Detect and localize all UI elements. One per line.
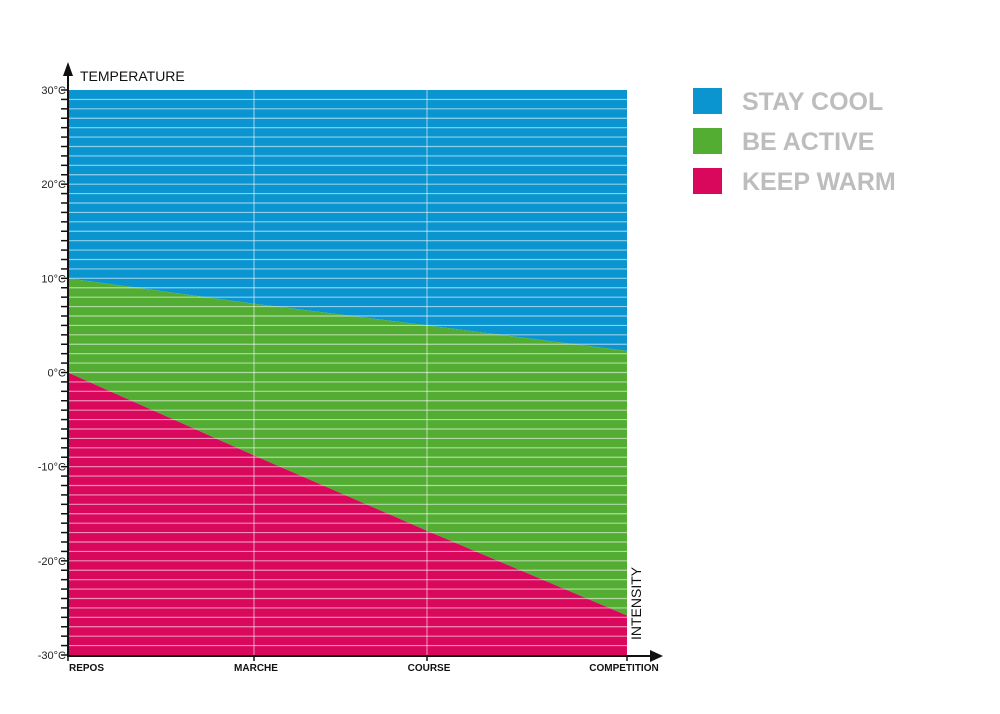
y-tick-label: -20°C: [38, 556, 66, 568]
y-tick-label: -30°C: [38, 650, 66, 662]
legend-swatch: [693, 88, 722, 114]
y-axis-arrow: [63, 62, 73, 76]
legend-label: KEEP WARM: [742, 168, 896, 196]
x-axis-title: INTENSITY: [628, 566, 644, 640]
y-tick-label: -10°C: [38, 462, 66, 474]
x-category-label: COMPETITION: [589, 663, 658, 674]
y-tick-label: 20°C: [41, 179, 66, 191]
x-axis-arrow: [650, 650, 663, 662]
y-tick-label: 10°C: [41, 273, 66, 285]
legend-item: KEEP WARM: [693, 168, 896, 196]
legend-label: BE ACTIVE: [742, 128, 874, 156]
x-category-label: REPOS: [69, 663, 104, 674]
legend-label: STAY COOL: [742, 88, 883, 116]
y-tick-label: 0°C: [48, 368, 67, 380]
area-stay-cool: [68, 90, 627, 351]
x-category-label: COURSE: [408, 663, 451, 674]
x-category-label: MARCHE: [234, 663, 278, 674]
legend-swatch: [693, 128, 722, 154]
legend-item: BE ACTIVE: [693, 128, 874, 156]
legend-swatch: [693, 168, 722, 194]
y-tick-label: 30°C: [41, 85, 66, 97]
legend-item: STAY COOL: [693, 88, 883, 116]
y-axis-title: TEMPERATURE: [80, 68, 185, 84]
